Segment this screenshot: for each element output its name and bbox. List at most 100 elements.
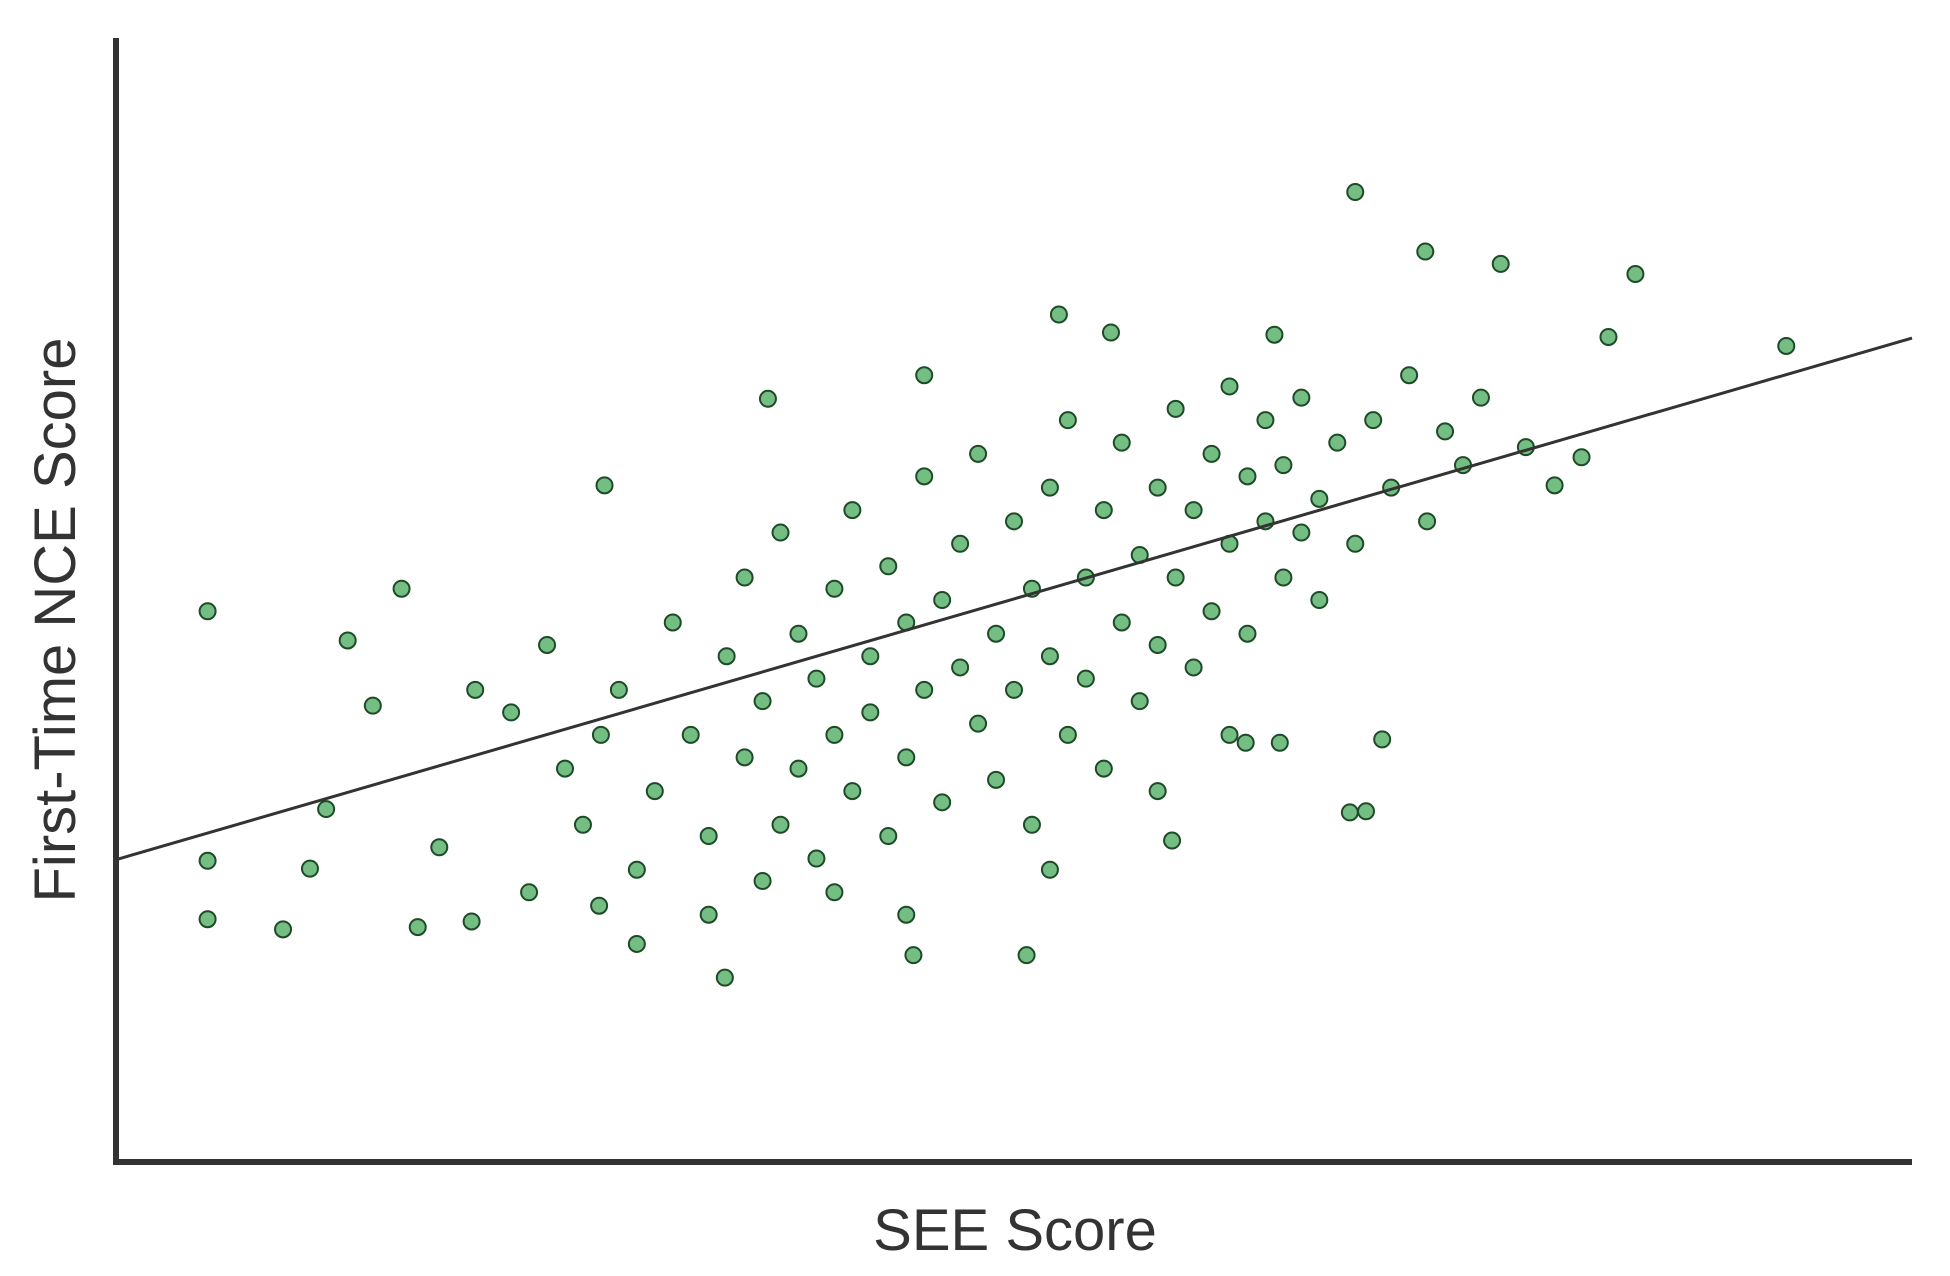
point bbox=[338, 631, 357, 650]
point bbox=[198, 851, 217, 870]
point bbox=[969, 444, 988, 463]
point bbox=[699, 905, 718, 924]
point bbox=[1416, 242, 1435, 261]
point bbox=[198, 602, 217, 621]
point bbox=[699, 827, 718, 846]
point bbox=[1418, 512, 1437, 531]
point bbox=[1491, 254, 1510, 273]
y-axis-label: First-Time NCE Score bbox=[23, 338, 88, 903]
point bbox=[609, 680, 628, 699]
point bbox=[915, 467, 934, 486]
point bbox=[1256, 411, 1275, 430]
point bbox=[789, 624, 808, 643]
point bbox=[1076, 669, 1095, 688]
point bbox=[363, 696, 382, 715]
point bbox=[807, 849, 826, 868]
point bbox=[1148, 782, 1167, 801]
point bbox=[556, 759, 574, 778]
point bbox=[987, 770, 1006, 789]
x-axis-label: SEE Score bbox=[873, 1198, 1157, 1263]
point bbox=[627, 860, 646, 879]
point bbox=[1005, 512, 1023, 531]
point bbox=[1400, 366, 1419, 385]
point bbox=[300, 859, 319, 878]
point bbox=[1328, 433, 1347, 452]
point bbox=[1599, 327, 1618, 346]
point bbox=[861, 703, 880, 722]
point bbox=[408, 918, 427, 937]
point bbox=[1310, 489, 1329, 508]
point bbox=[1238, 624, 1257, 643]
point bbox=[198, 910, 217, 929]
point bbox=[1163, 831, 1182, 850]
point bbox=[915, 366, 934, 385]
point bbox=[771, 523, 790, 542]
point bbox=[1005, 680, 1023, 699]
point bbox=[1274, 456, 1293, 475]
point bbox=[1148, 635, 1167, 654]
point bbox=[1310, 591, 1329, 609]
point bbox=[825, 883, 844, 902]
point bbox=[1112, 433, 1131, 452]
point bbox=[1346, 182, 1365, 201]
point bbox=[681, 725, 700, 744]
point bbox=[825, 579, 844, 598]
point bbox=[897, 905, 916, 924]
point bbox=[1777, 336, 1796, 355]
point bbox=[1545, 476, 1564, 495]
point bbox=[1184, 658, 1203, 677]
point bbox=[573, 815, 592, 834]
point bbox=[1094, 501, 1113, 520]
point bbox=[843, 782, 862, 801]
point bbox=[1265, 325, 1284, 344]
point bbox=[897, 748, 916, 767]
point bbox=[861, 647, 880, 666]
point bbox=[1373, 730, 1392, 749]
point bbox=[1040, 860, 1059, 879]
point bbox=[1101, 323, 1120, 342]
point bbox=[933, 591, 952, 609]
point bbox=[538, 635, 557, 654]
point bbox=[1148, 478, 1167, 497]
point bbox=[1094, 759, 1113, 778]
point bbox=[807, 669, 826, 688]
point bbox=[1166, 568, 1185, 587]
point bbox=[1130, 692, 1149, 711]
point bbox=[520, 883, 539, 902]
point bbox=[1049, 305, 1068, 324]
point bbox=[951, 534, 970, 553]
point bbox=[879, 557, 898, 576]
trend-line bbox=[115, 336, 1913, 862]
point bbox=[1220, 725, 1239, 744]
point bbox=[1292, 388, 1311, 407]
point bbox=[1274, 568, 1293, 587]
point bbox=[904, 946, 923, 965]
point bbox=[274, 920, 293, 939]
point bbox=[735, 568, 754, 587]
point bbox=[1022, 815, 1041, 834]
point bbox=[1112, 613, 1131, 632]
point bbox=[825, 725, 844, 744]
point bbox=[843, 501, 862, 520]
point bbox=[1058, 725, 1077, 744]
point bbox=[969, 714, 988, 733]
point bbox=[663, 613, 682, 632]
point bbox=[1040, 478, 1059, 497]
point bbox=[1220, 377, 1239, 396]
point bbox=[1236, 733, 1255, 752]
point bbox=[1017, 946, 1036, 965]
point bbox=[1058, 411, 1077, 430]
point bbox=[595, 476, 614, 495]
point bbox=[758, 389, 777, 408]
point bbox=[1357, 802, 1376, 821]
point bbox=[933, 793, 952, 812]
point bbox=[1040, 647, 1059, 666]
point bbox=[466, 680, 485, 699]
point bbox=[502, 703, 521, 722]
point bbox=[392, 579, 411, 598]
point bbox=[1202, 602, 1221, 621]
point bbox=[1238, 467, 1257, 486]
point bbox=[717, 647, 736, 666]
point bbox=[1436, 422, 1455, 441]
